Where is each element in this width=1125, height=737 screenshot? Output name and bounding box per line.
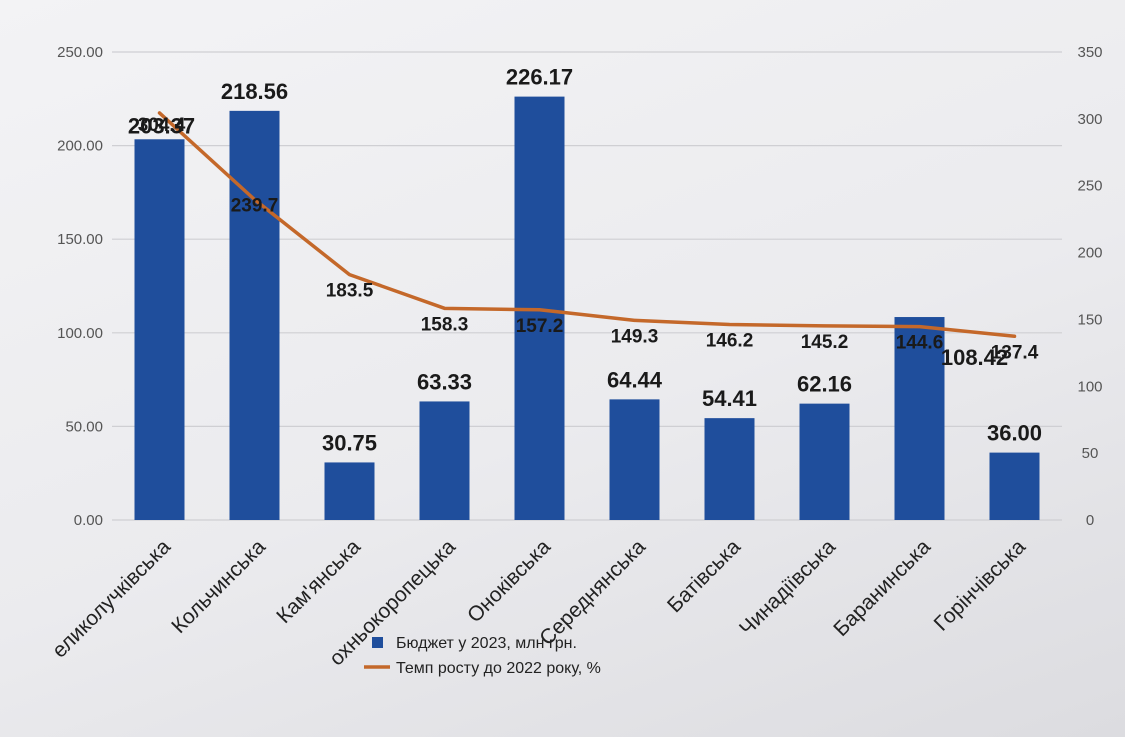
line-value-label: 144.6: [896, 333, 944, 354]
line-value-label: 183.5: [326, 281, 374, 302]
left-tick-label: 100.00: [57, 325, 103, 342]
left-tick-label: 0.00: [74, 512, 103, 529]
right-tick-label: 150: [1077, 311, 1102, 328]
bar-series: [134, 96, 1040, 521]
category-label: Баранинська: [829, 535, 935, 641]
bar-value-label: 218.56: [221, 79, 288, 104]
bar: [799, 403, 850, 520]
category-label: Горінчівська: [930, 535, 1031, 636]
line-value-label: 145.2: [801, 332, 849, 353]
line-value-label: 158.3: [421, 314, 469, 335]
bar: [989, 452, 1040, 520]
right-tick-label: 50: [1082, 445, 1099, 462]
bar-value-label: 108.42: [941, 345, 1008, 370]
line-value-label: 157.2: [516, 316, 564, 337]
category-label: Кольчинська: [167, 535, 270, 638]
category-label: Кам'янська: [272, 535, 365, 628]
line-value-label: 137.4: [991, 342, 1039, 363]
line-value-labels: 304.4 239.7 183.5 158.3 157.2 149.3 146.2 145.2…: [138, 115, 1039, 363]
bar: [704, 418, 755, 520]
legend-line-label: Темп росту до 2022 року, %: [396, 660, 601, 677]
bar: [419, 401, 470, 520]
right-tick-label: 200: [1077, 245, 1102, 262]
growth-line: [157, 111, 1017, 339]
bar-value-label: 64.44: [607, 367, 663, 392]
category-label: еликолучківська: [48, 535, 175, 662]
category-label: Батівська: [663, 535, 745, 617]
legend-bar-swatch: [372, 637, 383, 648]
category-label: Оноківська: [463, 535, 555, 627]
legend: Бюджет у 2023, млн грн. Темп росту до 202…: [364, 635, 601, 677]
right-tick-label: 300: [1077, 111, 1102, 128]
category-label: Чинадіївська: [735, 535, 840, 640]
left-tick-label: 200.00: [57, 138, 103, 155]
legend-bar-label: Бюджет у 2023, млн грн.: [396, 635, 577, 652]
bar-value-labels: 203.37 218.56 30.75 63.33 226.17 64.44 54.41 62…: [128, 65, 1042, 456]
line-value-label: 239.7: [231, 195, 279, 216]
bar-value-label: 36.00: [987, 421, 1042, 446]
bar-value-label: 54.41: [702, 386, 757, 411]
left-tick-label: 50.00: [65, 418, 103, 435]
left-y-axis: 0.00 50.00 100.00 150.00 200.00 250.00: [57, 44, 103, 529]
line-series: [157, 111, 1017, 339]
bar: [324, 462, 375, 520]
right-y-axis: 0 50 100 150 200 250 300 350: [1077, 44, 1102, 529]
bar: [229, 110, 280, 520]
line-value-label: 146.2: [706, 331, 754, 352]
bar-value-label: 226.17: [506, 65, 573, 90]
bar-value-label: 203.37: [128, 113, 195, 138]
line-value-label: 304.4: [138, 115, 186, 136]
bar: [894, 317, 945, 520]
left-tick-label: 250.00: [57, 44, 103, 61]
line-value-label: 149.3: [611, 326, 659, 347]
bar: [609, 399, 660, 520]
bar-value-label: 30.75: [322, 430, 377, 455]
bar-value-label: 62.16: [797, 372, 852, 397]
right-tick-label: 250: [1077, 178, 1102, 195]
bar-value-label: 63.33: [417, 369, 472, 394]
right-tick-label: 350: [1077, 44, 1102, 61]
bar: [134, 139, 185, 520]
left-tick-label: 150.00: [57, 231, 103, 248]
right-tick-label: 0: [1086, 512, 1094, 529]
right-tick-label: 100: [1077, 378, 1102, 395]
